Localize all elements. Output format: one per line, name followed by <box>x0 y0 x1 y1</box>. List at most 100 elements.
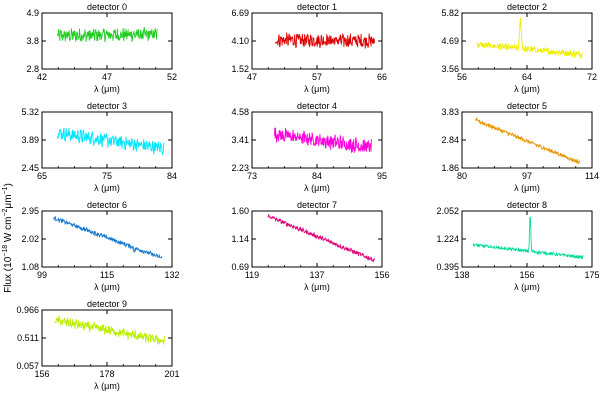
panel-title: detector 5 <box>507 101 547 111</box>
x-axis-label: λ (μm) <box>514 84 540 94</box>
panel-detector-9: detector 9 156 178 201 0.057 0.511 0.966 λ (μm) <box>16 299 179 391</box>
x-tick-label: 56 <box>457 72 467 82</box>
y-tick-label: 2.84 <box>441 135 459 145</box>
x-axis-label: λ (μm) <box>514 282 540 292</box>
y-label-part-3: μm <box>3 194 14 208</box>
panel-title: detector 9 <box>87 299 127 309</box>
shared-y-axis-label: Flux (10−18 W cm−2μm−1) <box>2 183 14 293</box>
panel-title: detector 6 <box>87 200 127 210</box>
y-label-exp-3: −1 <box>2 186 9 194</box>
panel-title: detector 3 <box>87 101 127 111</box>
y-tick-label: 2.052 <box>436 206 459 216</box>
y-tick-label: 1.52 <box>231 64 249 74</box>
x-tick-label: 201 <box>164 369 179 379</box>
x-tick-label: 75 <box>102 171 112 181</box>
panel-detector-0: detector 0 42 47 52 2.8 3.8 4.9 λ (μm) <box>26 2 177 94</box>
panel-detector-2: detector 2 56 64 72 3.56 4.69 5.82 λ (μm) <box>441 2 597 94</box>
x-tick-label: 72 <box>587 72 597 82</box>
y-tick-label: 3.41 <box>231 135 249 145</box>
y-tick-label: 1.86 <box>441 163 459 173</box>
x-tick-label: 114 <box>585 171 599 181</box>
x-tick-label: 80 <box>457 171 467 181</box>
x-axis-label: λ (μm) <box>304 282 330 292</box>
x-tick-label: 73 <box>247 171 257 181</box>
x-tick-label: 84 <box>312 171 322 181</box>
x-axis-label: λ (μm) <box>94 282 120 292</box>
panel-title: detector 1 <box>297 2 337 12</box>
data-line <box>56 127 165 156</box>
x-tick-label: 84 <box>167 171 177 181</box>
panel-title: detector 0 <box>87 2 127 12</box>
x-tick-label: 64 <box>522 72 532 82</box>
panel-detector-5: detector 5 80 97 114 1.86 2.84 3.83 λ (μm) <box>441 101 599 193</box>
y-label-part-2: W cm <box>3 217 14 245</box>
x-tick-label: 119 <box>245 270 259 280</box>
y-tick-label: 3.89 <box>21 135 39 145</box>
x-tick-label: 57 <box>312 72 322 82</box>
y-tick-label: 2.23 <box>231 163 249 173</box>
data-line <box>54 315 166 346</box>
x-axis-label: λ (μm) <box>94 84 120 94</box>
panel-title: detector 2 <box>507 2 547 12</box>
x-tick-label: 99 <box>37 270 47 280</box>
panel-title: detector 7 <box>297 200 337 210</box>
y-tick-label: 4.69 <box>441 36 459 46</box>
x-tick-label: 115 <box>100 270 114 280</box>
x-tick-label: 42 <box>37 72 47 82</box>
x-tick-label: 47 <box>102 72 112 82</box>
data-line <box>57 26 158 43</box>
panel-detector-3: detector 3 65 75 84 2.45 3.89 5.32 λ (μm) <box>21 101 177 193</box>
panel-detector-1: detector 1 47 57 66 1.52 4.10 6.69 λ (μm) <box>231 2 387 94</box>
x-axis-label: λ (μm) <box>514 183 540 193</box>
x-tick-label: 137 <box>309 270 324 280</box>
y-tick-label: 1.60 <box>231 206 249 216</box>
y-label-exp-1: −18 <box>2 245 9 257</box>
plot-frame <box>41 12 173 70</box>
x-tick-label: 175 <box>584 270 599 280</box>
y-label-exp-2: −2 <box>2 208 9 216</box>
panels: detector 042 47 522.83.84.9λ (μm)detector … <box>16 2 599 391</box>
x-tick-label: 156 <box>374 270 389 280</box>
x-axis-label: λ (μm) <box>94 183 120 193</box>
y-tick-label: 0.69 <box>231 262 249 272</box>
y-label-part-4: ) <box>3 183 14 186</box>
y-tick-label: 0.511 <box>17 333 39 343</box>
y-tick-label: 1.14 <box>231 234 249 244</box>
x-tick-label: 97 <box>522 171 532 181</box>
y-label-part-1: Flux (10 <box>3 256 14 293</box>
y-tick-label: 1.224 <box>436 234 459 244</box>
x-tick-label: 65 <box>37 171 47 181</box>
y-tick-label: 3.56 <box>441 64 459 74</box>
panel-detector-6: detector 6 99 115 132 1.08 2.02 2.95 λ (μm) <box>21 200 179 292</box>
data-line <box>53 216 163 259</box>
y-tick-label: 1.08 <box>21 262 39 272</box>
y-tick-label: 5.82 <box>441 8 459 18</box>
x-axis-label: λ (μm) <box>304 84 330 94</box>
y-tick-label: 3.8 <box>26 36 39 46</box>
y-tick-label: 2.95 <box>21 206 39 216</box>
y-tick-label: 2.02 <box>21 234 39 244</box>
panel-detector-8: detector 8 138 156 175 0.395 1.224 2.052 λ (μm) <box>436 200 599 292</box>
data-line <box>472 216 584 260</box>
plot-frame <box>461 210 593 268</box>
y-tick-label: 0.057 <box>16 361 39 371</box>
y-tick-label: 2.8 <box>26 64 39 74</box>
x-tick-label: 178 <box>99 369 114 379</box>
plot-frame <box>41 111 173 169</box>
x-tick-label: 132 <box>164 270 179 280</box>
data-line <box>274 127 372 153</box>
y-tick-label: 4.10 <box>231 36 249 46</box>
panel-detector-7: detector 7 119 137 156 0.69 1.14 1.60 λ (μm) <box>231 200 389 292</box>
data-line <box>267 213 375 263</box>
y-tick-label: 4.9 <box>26 8 39 18</box>
x-axis-label: λ (μm) <box>94 381 120 391</box>
x-tick-label: 47 <box>247 72 257 82</box>
x-tick-label: 52 <box>167 72 177 82</box>
y-tick-label: 0.966 <box>16 305 39 315</box>
x-tick-label: 156 <box>519 270 534 280</box>
x-tick-label: 66 <box>377 72 387 82</box>
data-line <box>274 32 375 49</box>
y-tick-label: 6.69 <box>231 8 249 18</box>
panel-title: detector 8 <box>507 200 547 210</box>
